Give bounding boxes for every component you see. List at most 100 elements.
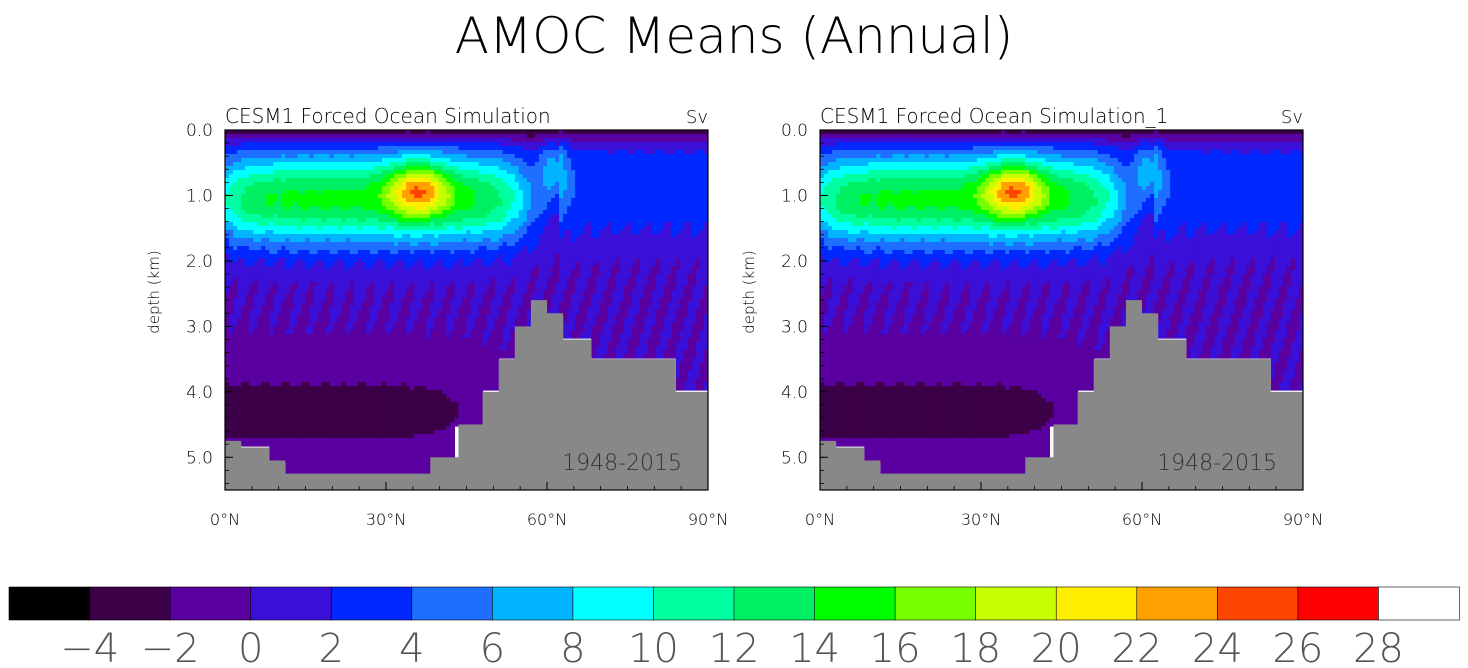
field-cell — [406, 186, 411, 191]
field-cell — [365, 190, 371, 195]
field-cell — [454, 234, 460, 239]
field-cell — [285, 458, 291, 463]
field-cell — [349, 294, 355, 299]
field-cell — [305, 174, 311, 179]
field-cell — [430, 326, 435, 331]
field-cell — [357, 410, 363, 415]
field-cell — [394, 406, 399, 411]
field-cell — [245, 294, 250, 299]
field-cell — [369, 306, 375, 311]
field-cell — [293, 462, 299, 467]
field-cell — [450, 146, 456, 151]
field-cell — [289, 442, 295, 447]
field-cell — [293, 254, 299, 259]
field-cell — [414, 410, 419, 415]
field-cell — [305, 226, 311, 231]
field-cell — [446, 274, 452, 279]
field-cell — [353, 370, 359, 375]
field-cell — [265, 330, 270, 335]
field-cell — [369, 462, 375, 467]
field-cell — [377, 266, 383, 271]
field-cell — [390, 254, 395, 259]
field-cell — [377, 278, 383, 283]
field-cell — [422, 198, 427, 203]
field-cell — [249, 174, 254, 179]
field-cell — [430, 230, 435, 235]
field-cell — [381, 238, 387, 243]
field-cell — [450, 394, 456, 399]
field-cell — [418, 314, 423, 319]
field-cell — [317, 258, 323, 263]
field-cell — [398, 450, 403, 455]
field-cell — [225, 218, 230, 223]
field-cell — [345, 442, 351, 447]
field-cell — [442, 198, 447, 203]
field-cell — [225, 158, 230, 163]
field-cell — [377, 370, 383, 375]
field-cell — [454, 410, 460, 415]
field-cell — [418, 334, 423, 339]
field-cell — [309, 226, 315, 231]
field-cell — [450, 358, 456, 363]
field-cell — [438, 178, 443, 183]
field-cell — [289, 138, 295, 143]
field-cell — [390, 302, 395, 307]
field-cell — [285, 170, 291, 175]
field-cell — [277, 154, 282, 159]
field-cell — [273, 342, 278, 347]
field-cell — [337, 338, 343, 343]
field-cell — [386, 370, 391, 375]
field-cell — [386, 302, 391, 307]
field-cell — [337, 322, 343, 327]
field-cell — [233, 254, 238, 259]
field-cell — [277, 382, 282, 387]
field-cell — [442, 162, 447, 167]
field-cell — [297, 370, 303, 375]
field-cell — [337, 202, 343, 207]
field-cell — [361, 178, 367, 183]
field-cell — [305, 230, 311, 235]
field-cell — [418, 170, 423, 175]
field-cell — [281, 186, 286, 191]
field-cell — [309, 166, 315, 171]
field-cell — [269, 314, 274, 319]
field-cell — [237, 238, 242, 243]
field-cell — [394, 266, 399, 271]
field-cell — [418, 150, 423, 155]
field-cell — [402, 350, 407, 355]
field-cell — [373, 362, 379, 367]
field-cell — [253, 150, 258, 155]
field-cell — [289, 286, 295, 291]
field-cell — [233, 138, 238, 143]
field-cell — [301, 274, 307, 279]
field-cell — [406, 374, 411, 379]
field-cell — [369, 354, 375, 359]
field-cell — [349, 242, 355, 247]
field-cell — [225, 274, 230, 279]
field-cell — [233, 406, 238, 411]
field-cell — [390, 470, 395, 475]
field-cell — [410, 378, 415, 383]
field-cell — [233, 278, 238, 283]
field-cell — [357, 386, 363, 391]
field-cell — [245, 330, 250, 335]
field-cell — [289, 394, 295, 399]
field-cell — [249, 442, 254, 447]
field-cell — [281, 242, 286, 247]
field-cell — [273, 234, 278, 239]
field-cell — [361, 374, 367, 379]
field-cell — [369, 442, 375, 447]
field-cell — [261, 218, 266, 223]
field-cell — [414, 286, 419, 291]
field-cell — [406, 362, 411, 367]
field-cell — [402, 338, 407, 343]
field-cell — [277, 262, 282, 267]
field-cell — [273, 150, 278, 155]
field-cell — [277, 430, 282, 435]
field-cell — [442, 154, 447, 159]
field-cell — [305, 390, 311, 395]
field-cell — [225, 222, 230, 227]
field-cell — [317, 210, 323, 215]
field-cell — [337, 430, 343, 435]
field-cell — [353, 154, 359, 159]
